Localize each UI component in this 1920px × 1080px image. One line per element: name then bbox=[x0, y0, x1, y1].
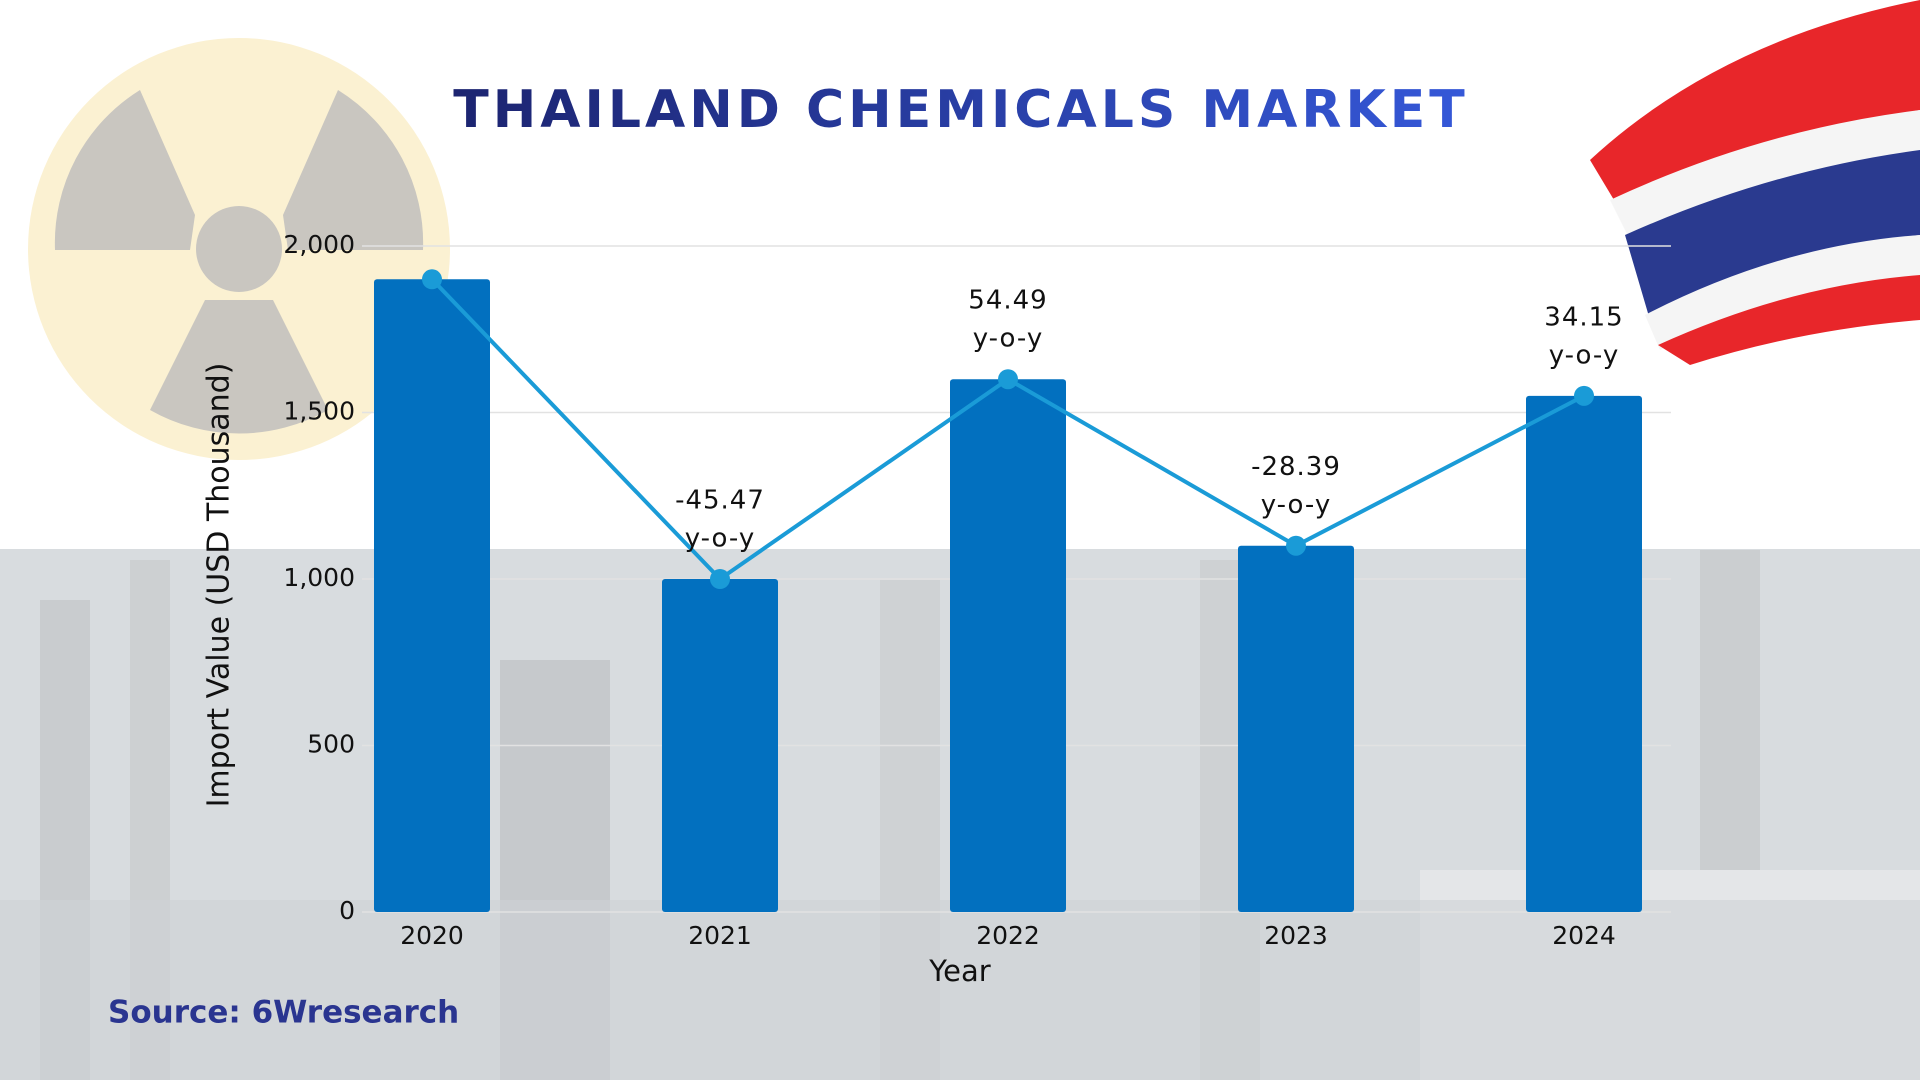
x-axis-label: Year bbox=[928, 954, 990, 988]
yoy-unit: y-o-y bbox=[685, 524, 756, 554]
x-tick-label: 2020 bbox=[400, 921, 464, 950]
bar bbox=[950, 379, 1066, 912]
line-marker bbox=[998, 369, 1018, 390]
yoy-value: 34.15 bbox=[1544, 302, 1623, 332]
line-marker bbox=[710, 569, 730, 589]
radiation-icon bbox=[28, 38, 450, 460]
line-marker bbox=[422, 269, 442, 290]
bar bbox=[662, 579, 778, 912]
yoy-value: -45.47 bbox=[675, 486, 765, 516]
line-marker bbox=[1286, 535, 1306, 556]
y-tick-label: 500 bbox=[307, 730, 355, 759]
x-tick-label: 2022 bbox=[976, 921, 1040, 950]
bar bbox=[1526, 395, 1642, 913]
yoy-value: 54.49 bbox=[968, 286, 1047, 316]
yoy-value: -28.39 bbox=[1251, 452, 1341, 482]
chart-title: THAILAND CHEMICALS MARKET bbox=[453, 80, 1468, 140]
y-axis-label: Import Value (USD Thousand) bbox=[202, 363, 237, 808]
y-tick-label: 1,000 bbox=[283, 563, 355, 592]
flag bbox=[1590, 0, 1920, 365]
yoy-unit: y-o-y bbox=[1549, 340, 1620, 370]
x-tick-label: 2024 bbox=[1552, 921, 1616, 950]
x-tick-label: 2021 bbox=[688, 921, 752, 950]
source: Source: 6Wresearch bbox=[108, 995, 459, 1031]
line-marker bbox=[1574, 385, 1594, 406]
bar bbox=[374, 279, 490, 912]
bar bbox=[1238, 545, 1354, 912]
y-tick-label: 0 bbox=[339, 896, 355, 925]
yoy-unit: y-o-y bbox=[973, 324, 1044, 354]
x-tick-label: 2023 bbox=[1264, 921, 1328, 950]
yoy-unit: y-o-y bbox=[1261, 490, 1332, 520]
y-tick-label: 2,000 bbox=[283, 230, 355, 259]
y-tick-label: 1,500 bbox=[283, 397, 355, 426]
